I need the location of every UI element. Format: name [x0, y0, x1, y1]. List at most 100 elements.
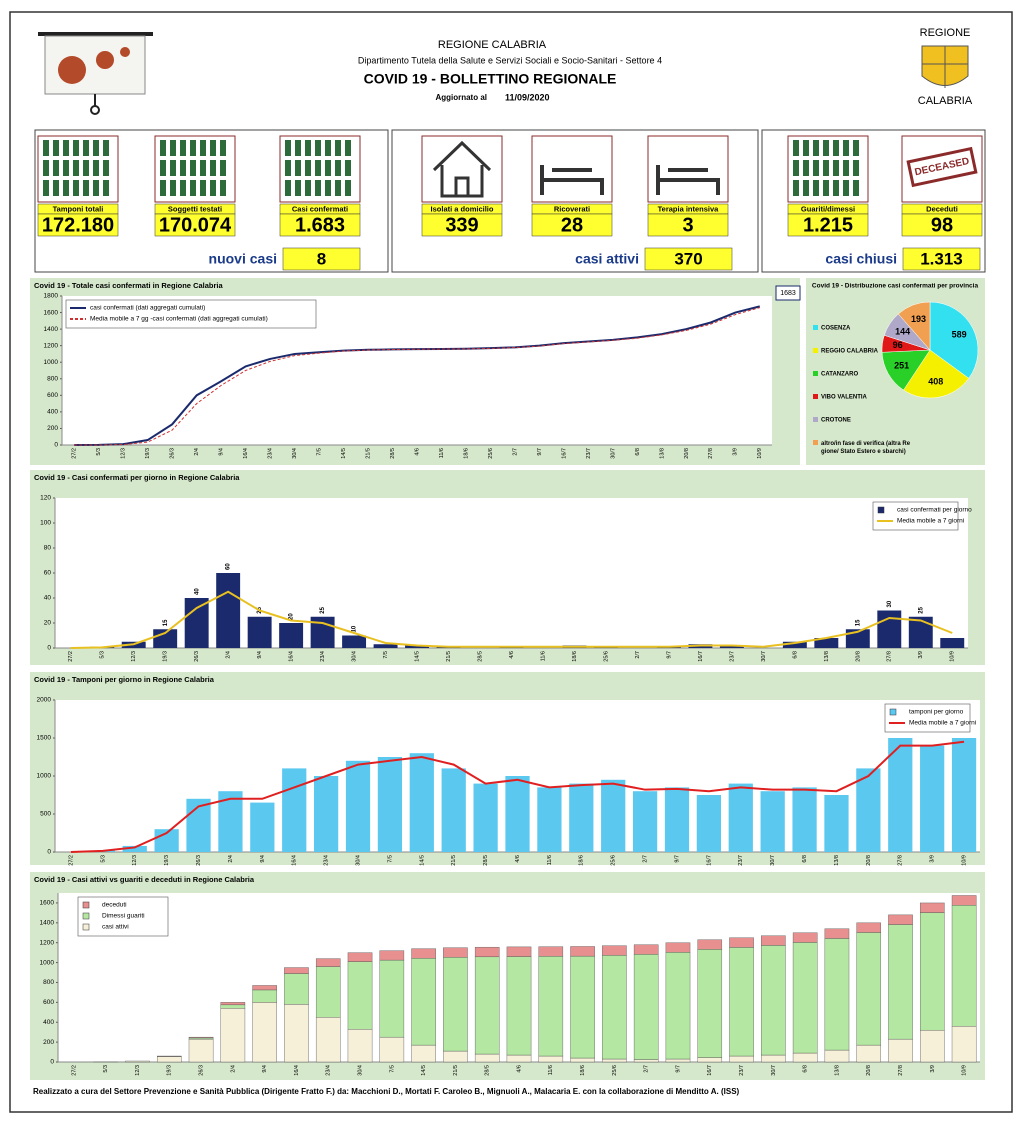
- x-tick-label: 30/4: [355, 855, 361, 866]
- icon-person: [305, 140, 311, 156]
- bar: [920, 1029, 945, 1063]
- x-tick-label: 11/6: [439, 448, 445, 458]
- chart: Covid 19 - Casi confermati per giorno in…: [30, 470, 985, 665]
- bar: [570, 1057, 595, 1063]
- x-tick-label: 6/8: [803, 1065, 809, 1073]
- title: COVID 19 - BOLLETTINO REGIONALE: [364, 71, 617, 87]
- x-tick-label: 30/4: [352, 651, 358, 662]
- x-tick-label: 9/4: [219, 448, 225, 456]
- bar: [792, 932, 818, 943]
- icon-person: [813, 140, 819, 156]
- icon-person: [793, 140, 799, 156]
- legend-label: Media mobile a 7 giorni: [909, 720, 976, 727]
- logo-top: REGIONE: [920, 27, 971, 39]
- bar: [951, 1026, 977, 1063]
- legend-line: gione/ Stato Estero e sbarchi): [821, 449, 906, 455]
- x-tick-label: 12/3: [121, 448, 127, 459]
- bar: [824, 928, 850, 939]
- x-tick-label: 5/3: [100, 651, 106, 659]
- bar: [379, 1036, 405, 1063]
- legend-label: altro/in fase di verifica (altra Re gione…: [821, 441, 911, 455]
- x-tick-label: 28/5: [483, 855, 489, 866]
- icon-stamp: [906, 146, 978, 188]
- icon-person: [803, 140, 809, 156]
- region: REGIONE CALABRIA: [438, 39, 547, 51]
- bar: [697, 949, 723, 1058]
- x-tick-label: 27/2: [71, 1065, 77, 1076]
- y-tick-label: 1500: [37, 735, 52, 742]
- x-tick-label: 28/5: [477, 651, 483, 662]
- bar: [506, 1054, 532, 1063]
- x-tick-label: 16/4: [292, 855, 298, 866]
- x-tick-label: 6/8: [635, 448, 641, 456]
- pie-label: 193: [911, 314, 926, 324]
- icon-person: [53, 160, 59, 176]
- x-tick-label: 3/9: [930, 1065, 936, 1073]
- bar: [665, 1058, 691, 1063]
- icon-person: [73, 180, 79, 196]
- bar: [633, 954, 659, 1060]
- bar: [184, 598, 209, 648]
- legend-swatch: [813, 348, 818, 353]
- x-tick-label: 21/5: [365, 448, 371, 459]
- icon-bed: [656, 165, 720, 195]
- bar: [153, 629, 178, 648]
- bar: [443, 947, 468, 958]
- x-tick-label: 4/6: [509, 651, 515, 659]
- kpi-groups: [34, 129, 986, 273]
- icon-person: [295, 140, 301, 156]
- kpi-value-box: [901, 213, 983, 237]
- x-tick-label: 25/6: [612, 1065, 618, 1076]
- kpi-value: 1.215: [803, 214, 853, 236]
- kpi-value: 170.074: [159, 214, 232, 236]
- icon-person: [803, 160, 809, 176]
- icon-person: [285, 180, 291, 196]
- icon-person: [190, 180, 196, 196]
- y-tick-label: 20: [44, 620, 52, 627]
- bar: [506, 946, 532, 957]
- icon-person: [803, 180, 809, 196]
- x-tick-label: 30/7: [761, 651, 767, 662]
- bar: [505, 776, 530, 852]
- y-tick-label: 1600: [44, 309, 59, 316]
- line-series: [74, 307, 760, 446]
- legend-label: tamponi per giorno: [909, 709, 964, 716]
- x-tick-label: 19/3: [164, 855, 170, 866]
- y-tick-label: 1000: [37, 773, 52, 780]
- bar: [443, 957, 468, 1052]
- legend-label: casi confermati per giorno: [897, 507, 972, 514]
- x-tick-label: 27/8: [708, 448, 714, 459]
- kpi-label: Ricoverati: [554, 204, 590, 213]
- icon-person: [63, 140, 69, 156]
- icon-person: [813, 160, 819, 176]
- legend-swatch: [813, 440, 818, 445]
- x-tick-label: 5/3: [100, 855, 106, 863]
- x-tick-label: 25/6: [488, 448, 494, 459]
- icon-person: [83, 180, 89, 196]
- icon-person: [63, 160, 69, 176]
- region-logo: REGIONE CALABRIA: [918, 27, 973, 107]
- bar: [920, 902, 945, 913]
- bar: [220, 1002, 246, 1006]
- icon-person: [200, 180, 206, 196]
- bar: [284, 967, 309, 974]
- x-tick-label: 10/9: [757, 448, 763, 459]
- bar: [538, 946, 564, 957]
- icon-person: [843, 140, 849, 156]
- x-tick-label: 11/6: [540, 651, 546, 661]
- x-tick-label: 2/7: [512, 448, 518, 456]
- bar: [347, 952, 373, 962]
- bar: [411, 958, 436, 1046]
- updated-label: Aggiornato al: [435, 93, 487, 102]
- x-tick-label: 2/4: [194, 448, 200, 456]
- x-tick-label: 23/4: [268, 448, 274, 459]
- legend-box: [872, 501, 959, 531]
- icon-person: [853, 140, 859, 156]
- y-tick-label: 0: [50, 1059, 54, 1066]
- icon-person: [160, 160, 166, 176]
- y-tick-label: 400: [47, 409, 58, 416]
- x-tick-label: 10/9: [950, 651, 956, 662]
- pie-label: 251: [894, 361, 909, 371]
- bar: [602, 955, 627, 1060]
- legend-swatch: [82, 912, 90, 920]
